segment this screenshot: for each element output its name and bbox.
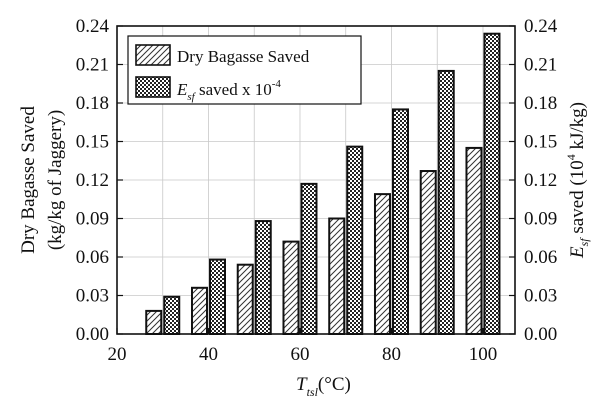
- x-axis-title-main: T: [296, 374, 308, 395]
- legend-label-esf-rest: saved x 10: [195, 80, 272, 99]
- x-tick-label: 100: [469, 344, 498, 365]
- legend-swatch-dry-bagasse: [135, 44, 171, 66]
- bar-esf-saved: [437, 69, 455, 336]
- left-y-ticks: 0.00 0.03 0.06 0.09 0.12 0.15 0.18 0.21 0.24: [76, 16, 123, 345]
- bar-esf-saved: [483, 32, 501, 335]
- legend-label-esf-main: E: [176, 80, 188, 99]
- right-y-ticks: 0.00 0.03 0.06 0.09 0.12 0.15 0.18 0.21 0.24: [509, 16, 558, 345]
- legend: Dry Bagasse Saved Esf saved x 10-4: [127, 35, 362, 105]
- right-y-tick-label: 0.24: [524, 16, 558, 37]
- svg-text:Esf saved (104 kJ/kg): Esf saved (104 kJ/kg): [564, 102, 591, 259]
- bar-dry-bagasse-saved: [236, 263, 254, 336]
- x-tick-label: 80: [382, 344, 401, 365]
- right-y-tick-label: 0.06: [524, 247, 557, 268]
- right-y-tick-label: 0.00: [524, 324, 557, 345]
- x-tick-label: 20: [108, 344, 127, 365]
- legend-swatch-esf-saved: [135, 76, 171, 98]
- bar-esf-saved: [346, 145, 364, 335]
- right-y-tick-label: 0.15: [524, 132, 557, 153]
- right-y-axis-title-main: E: [567, 246, 588, 259]
- x-axis-title-unit: (°C): [318, 374, 351, 395]
- right-y-tick-label: 0.12: [524, 170, 557, 191]
- left-y-tick-label: 0.21: [76, 55, 109, 76]
- right-y-axis-title-sup: 4: [564, 154, 578, 160]
- bar-esf-saved: [391, 108, 409, 335]
- right-y-tick-label: 0.18: [524, 93, 557, 114]
- legend-label-dry-bagasse: Dry Bagasse Saved: [177, 47, 310, 66]
- right-y-tick-label: 0.03: [524, 286, 557, 307]
- bar-dry-bagasse-saved: [328, 217, 346, 335]
- left-y-tick-label: 0.18: [76, 93, 109, 114]
- left-y-tick-label: 0.03: [76, 286, 109, 307]
- right-y-axis-title-sub: sf: [577, 237, 591, 247]
- bar-esf-saved: [254, 220, 272, 335]
- bar-esf-saved: [163, 295, 181, 335]
- left-y-tick-label: 0.00: [76, 324, 109, 345]
- left-y-axis-title-line1: Dry Bagasse Saved: [18, 106, 39, 254]
- bar-esf-saved: [208, 258, 226, 336]
- bar-dry-bagasse-saved: [190, 286, 208, 335]
- right-y-axis-title-unit: kJ/kg): [567, 102, 588, 154]
- bar-dry-bagasse-saved: [465, 146, 483, 335]
- x-tick-label: 60: [290, 344, 309, 365]
- right-y-tick-label: 0.21: [524, 55, 557, 76]
- x-axis-title-sub: tsl: [307, 385, 319, 399]
- left-y-tick-label: 0.06: [76, 247, 109, 268]
- legend-label-esf-sup: -4: [272, 78, 282, 90]
- bar-dry-bagasse-saved: [419, 170, 437, 335]
- left-y-axis-title: Dry Bagasse Saved (kg/kg of Jaggery): [18, 106, 66, 254]
- x-ticks: 20 40 60 80 100: [108, 328, 498, 365]
- left-y-tick-label: 0.09: [76, 209, 109, 230]
- bar-dry-bagasse-saved: [145, 309, 163, 335]
- right-y-tick-label: 0.09: [524, 209, 557, 230]
- left-y-tick-label: 0.12: [76, 170, 109, 191]
- left-y-tick-label: 0.24: [76, 16, 110, 37]
- legend-label-esf-saved: Esf saved x 10-4: [176, 78, 281, 103]
- right-y-axis-title-rest: saved (10: [567, 160, 588, 238]
- bar-esf-saved: [300, 182, 318, 335]
- right-y-axis-title: Esf saved (104 kJ/kg): [564, 102, 591, 259]
- x-tick-label: 40: [199, 344, 218, 365]
- bar-dry-bagasse-saved: [373, 193, 391, 335]
- legend-label-esf-sub: sf: [187, 91, 196, 103]
- left-y-tick-label: 0.15: [76, 132, 109, 153]
- x-axis-title: Ttsl(°C): [296, 374, 351, 399]
- left-y-axis-title-line2: (kg/kg of Jaggery): [45, 110, 66, 250]
- bar-dry-bagasse-saved: [282, 240, 300, 336]
